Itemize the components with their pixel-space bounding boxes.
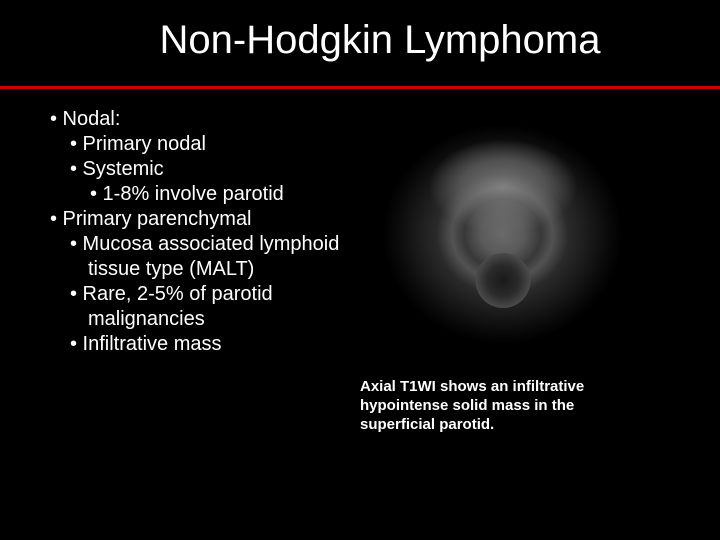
slide: Non-Hodgkin Lymphoma • Nodal: • Primary … (0, 0, 720, 540)
title-divider (0, 86, 720, 89)
bullet-item: • 1-8% involve parotid (90, 182, 360, 207)
figure-panel: ↓ Axial T1WI shows an infiltrative hypoi… (360, 107, 680, 434)
bullet-item: • Rare, 2-5% of parotid malignancies (88, 282, 360, 332)
content-row: • Nodal: • Primary nodal • Systemic • 1-… (50, 107, 680, 434)
arrow-icon: ↓ (376, 189, 389, 220)
slide-title: Non-Hodgkin Lymphoma (50, 18, 680, 63)
figure-caption: Axial T1WI shows an infiltrative hypoint… (360, 378, 645, 434)
bullet-item: • Nodal: (50, 107, 360, 132)
bullet-item: • Infiltrative mass (70, 332, 360, 357)
bullet-item: • Primary parenchymal (50, 207, 360, 232)
mri-image: ↓ (360, 107, 645, 372)
bullet-item: • Primary nodal (70, 132, 360, 157)
bullet-item: • Mucosa associated lymphoid tissue type… (88, 232, 360, 282)
bullet-list: • Nodal: • Primary nodal • Systemic • 1-… (50, 107, 360, 434)
bullet-item: • Systemic (70, 157, 360, 182)
